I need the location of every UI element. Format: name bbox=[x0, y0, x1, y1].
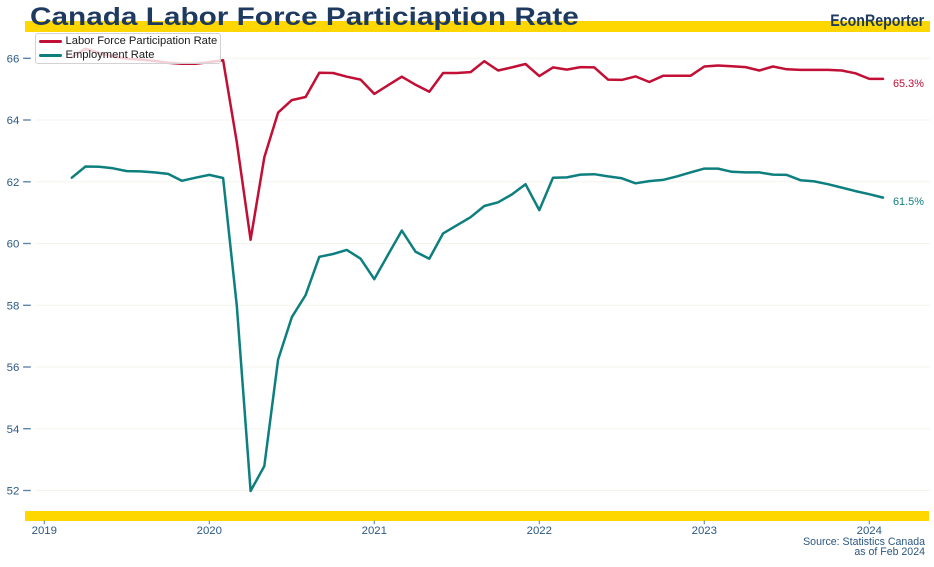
svg-text:2019: 2019 bbox=[32, 525, 57, 537]
svg-text:52: 52 bbox=[7, 486, 20, 498]
svg-text:54: 54 bbox=[7, 424, 20, 436]
svg-text:60: 60 bbox=[7, 239, 20, 251]
svg-text:58: 58 bbox=[7, 300, 20, 312]
svg-text:2020: 2020 bbox=[197, 525, 222, 537]
svg-text:2021: 2021 bbox=[362, 525, 387, 537]
svg-text:62: 62 bbox=[7, 177, 20, 189]
svg-text:56: 56 bbox=[7, 362, 20, 374]
svg-text:2023: 2023 bbox=[692, 525, 717, 537]
svg-text:66: 66 bbox=[7, 53, 20, 65]
svg-text:2024: 2024 bbox=[857, 525, 882, 537]
svg-text:2022: 2022 bbox=[527, 525, 552, 537]
svg-text:64: 64 bbox=[7, 115, 20, 127]
